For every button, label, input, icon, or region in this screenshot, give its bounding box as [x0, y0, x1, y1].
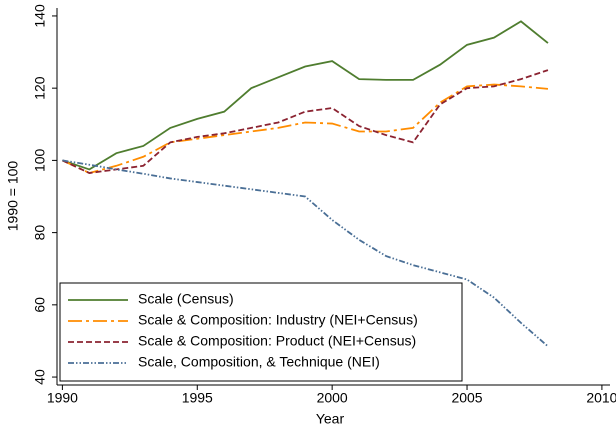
y-axis-label: 1990 = 100: [5, 161, 21, 232]
y-tick-label: 140: [32, 4, 48, 28]
series-line: [62, 20, 549, 171]
y-tick-label: 120: [32, 76, 48, 100]
y-tick-label: 60: [32, 297, 48, 313]
x-tick-label: 2010: [586, 390, 616, 406]
x-tick-label: 1990: [47, 390, 78, 406]
series-line: [62, 159, 549, 348]
x-tick-label: 1995: [182, 390, 213, 406]
legend-label: Scale & Composition: Industry (NEI+Censu…: [138, 312, 418, 328]
legend-label: Scale & Composition: Product (NEI+Census…: [138, 333, 416, 349]
legend-label: Scale (Census): [138, 291, 234, 307]
x-tick-label: 2005: [451, 390, 482, 406]
legend-label: Scale, Composition, & Technique (NEI): [138, 354, 380, 370]
x-tick-label: 2000: [317, 390, 348, 406]
series-line: [62, 69, 549, 174]
legend: Scale (Census) Scale & Composition: Indus…: [59, 282, 463, 382]
series-line: [62, 83, 549, 174]
y-tick-label: 40: [32, 369, 48, 385]
y-tick-label: 80: [32, 225, 48, 241]
y-tick-label: 100: [32, 148, 48, 172]
x-axis-label: Year: [316, 411, 345, 427]
